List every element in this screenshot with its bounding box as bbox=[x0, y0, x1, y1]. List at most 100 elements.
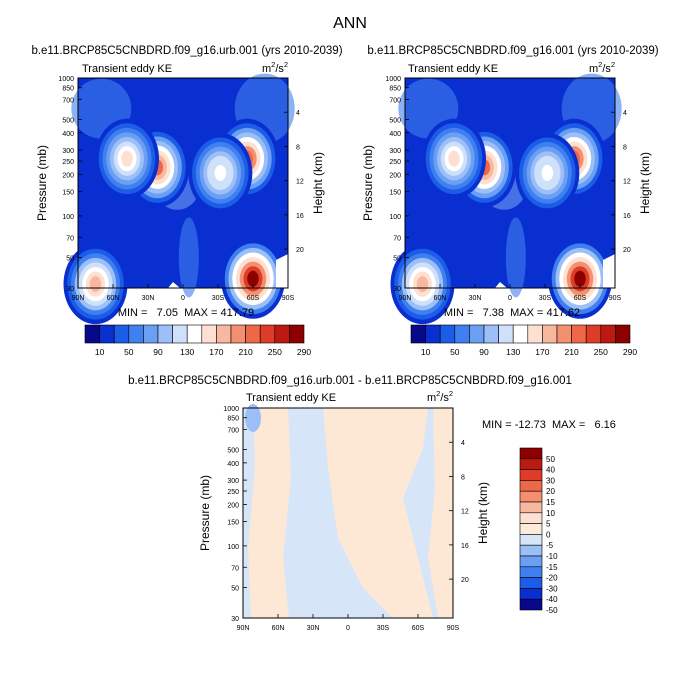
field-zone bbox=[178, 217, 199, 298]
colorbar-label: 90 bbox=[153, 347, 163, 357]
pressure-tick-label: 850 bbox=[389, 86, 401, 93]
colorbar-label: 90 bbox=[479, 347, 489, 357]
panel-3-contour-field bbox=[243, 404, 453, 618]
terrain-mask bbox=[276, 254, 288, 288]
height-tick-label: 20 bbox=[296, 247, 304, 254]
pressure-tick-label: 1000 bbox=[223, 406, 239, 413]
colorbar-cell bbox=[585, 324, 602, 344]
height-tick-label: 20 bbox=[461, 577, 469, 584]
latitude-tick-label: 90N bbox=[72, 295, 85, 302]
pressure-tick-label: 200 bbox=[227, 502, 239, 509]
contour-band bbox=[541, 164, 554, 181]
page-title: ANN bbox=[333, 15, 367, 32]
colorbar-cell bbox=[128, 324, 144, 344]
terrain-mask bbox=[603, 254, 615, 288]
panel-3-units: m2/s2 bbox=[427, 389, 453, 404]
colorbar-cell bbox=[519, 588, 543, 600]
pressure-tick-label: 300 bbox=[227, 478, 239, 485]
colorbar-cell bbox=[99, 324, 115, 344]
height-tick-label: 12 bbox=[296, 179, 304, 186]
height-tick-label: 16 bbox=[296, 213, 304, 220]
pressure-tick-label: 850 bbox=[227, 416, 239, 423]
height-tick-label: 4 bbox=[296, 110, 300, 117]
colorbar-label: 210 bbox=[565, 347, 579, 357]
colorbar-label: -10 bbox=[546, 552, 558, 561]
latitude-tick-label: 30S bbox=[212, 295, 225, 302]
panel-1: b.e11.BRCP85C5CNBDRD.f09_g16.urb.001 (yr… bbox=[31, 45, 342, 357]
pressure-tick-label: 150 bbox=[227, 520, 239, 527]
latitude-tick-label: 0 bbox=[508, 295, 512, 302]
colorbar-label: -50 bbox=[546, 606, 558, 615]
colorbar-label: 210 bbox=[239, 347, 253, 357]
pressure-tick-label: 200 bbox=[389, 172, 401, 179]
terrain-mask bbox=[168, 282, 180, 288]
colorbar-cell bbox=[454, 324, 470, 344]
panel-2-colorbar: 10 50 90 130 170 210 250 290 bbox=[410, 324, 637, 357]
colorbar-cell bbox=[216, 324, 232, 344]
panel-3-latitude-axis: 90N 60N 30N 0 30S 60S 90S bbox=[237, 614, 460, 632]
colorbar-cell bbox=[600, 324, 616, 344]
pressure-tick-label: 700 bbox=[227, 427, 239, 434]
panel-2-subtitle: Transient eddy KE bbox=[408, 63, 498, 75]
panel-1-ylabel: Pressure (mb) bbox=[35, 145, 49, 221]
colorbar-cell bbox=[84, 324, 100, 344]
colorbar-cell bbox=[469, 324, 485, 344]
latitude-tick-label: 90S bbox=[282, 295, 295, 302]
height-tick-label: 4 bbox=[461, 440, 465, 447]
colorbar-cell bbox=[274, 324, 290, 344]
colorbar-label: 30 bbox=[546, 476, 555, 485]
latitude-tick-label: 30S bbox=[377, 625, 390, 632]
panel-1-subtitle: Transient eddy KE bbox=[82, 63, 172, 75]
pressure-tick-label: 50 bbox=[231, 585, 239, 592]
panel-1-stats: MIN = 7.05 MAX = 417.79 bbox=[118, 307, 254, 319]
colorbar-label: 130 bbox=[180, 347, 194, 357]
panel-3-subtitle: Transient eddy KE bbox=[246, 392, 336, 404]
terrain-mask bbox=[495, 282, 507, 288]
colorbar-label: 170 bbox=[209, 347, 223, 357]
panel-2-height-axis: 20 16 12 8 4 bbox=[611, 110, 631, 254]
pressure-tick-label: 500 bbox=[62, 118, 74, 125]
colorbar-label: 250 bbox=[268, 347, 282, 357]
colorbar-label: 10 bbox=[421, 347, 431, 357]
colorbar-cell bbox=[498, 324, 514, 344]
panel-1-latitude-axis: 90N 60N 30N 0 30S 60S 90S bbox=[72, 284, 295, 302]
field-zone bbox=[505, 217, 526, 298]
colorbar-cell bbox=[519, 577, 543, 589]
panel-2-pressure-axis: 30 50 70 100 150 200 250 300 400 500 700 850 1000 bbox=[385, 76, 409, 293]
colorbar-label: 10 bbox=[95, 347, 105, 357]
pressure-tick-label: 850 bbox=[62, 86, 74, 93]
pressure-tick-label: 700 bbox=[62, 97, 74, 104]
colorbar-cell bbox=[527, 324, 543, 344]
contour-band bbox=[214, 164, 227, 181]
colorbar-cell bbox=[519, 458, 543, 470]
latitude-tick-label: 0 bbox=[346, 625, 350, 632]
pressure-tick-label: 50 bbox=[393, 255, 401, 262]
colorbar-cell bbox=[519, 501, 543, 514]
panel-2-latitude-axis: 90N 60N 30N 0 30S 60S 90S bbox=[399, 284, 622, 302]
latitude-tick-label: 60S bbox=[574, 295, 587, 302]
contour-band bbox=[247, 270, 259, 287]
colorbar-label: 170 bbox=[535, 347, 549, 357]
height-tick-label: 16 bbox=[623, 213, 631, 220]
pressure-tick-label: 400 bbox=[389, 131, 401, 138]
colorbar-cell bbox=[512, 324, 529, 344]
colorbar-cell bbox=[186, 324, 203, 344]
pressure-tick-label: 100 bbox=[389, 214, 401, 221]
colorbar-cell bbox=[259, 324, 276, 344]
colorbar-label: 50 bbox=[450, 347, 460, 357]
panel-3-height-axis: 20 16 12 8 4 bbox=[449, 440, 469, 584]
colorbar-cell bbox=[519, 598, 543, 611]
colorbar-cell bbox=[425, 324, 441, 344]
colorbar-cell bbox=[519, 555, 543, 568]
latitude-tick-label: 60N bbox=[107, 295, 120, 302]
latitude-tick-label: 30N bbox=[469, 295, 482, 302]
pressure-tick-label: 1000 bbox=[385, 76, 401, 83]
colorbar-cell bbox=[519, 469, 543, 481]
height-tick-label: 20 bbox=[623, 247, 631, 254]
pressure-tick-label: 150 bbox=[62, 190, 74, 197]
colorbar-label: 50 bbox=[124, 347, 134, 357]
pressure-tick-label: 250 bbox=[227, 489, 239, 496]
colorbar-label: 50 bbox=[546, 455, 555, 464]
colorbar-cell bbox=[157, 324, 173, 344]
